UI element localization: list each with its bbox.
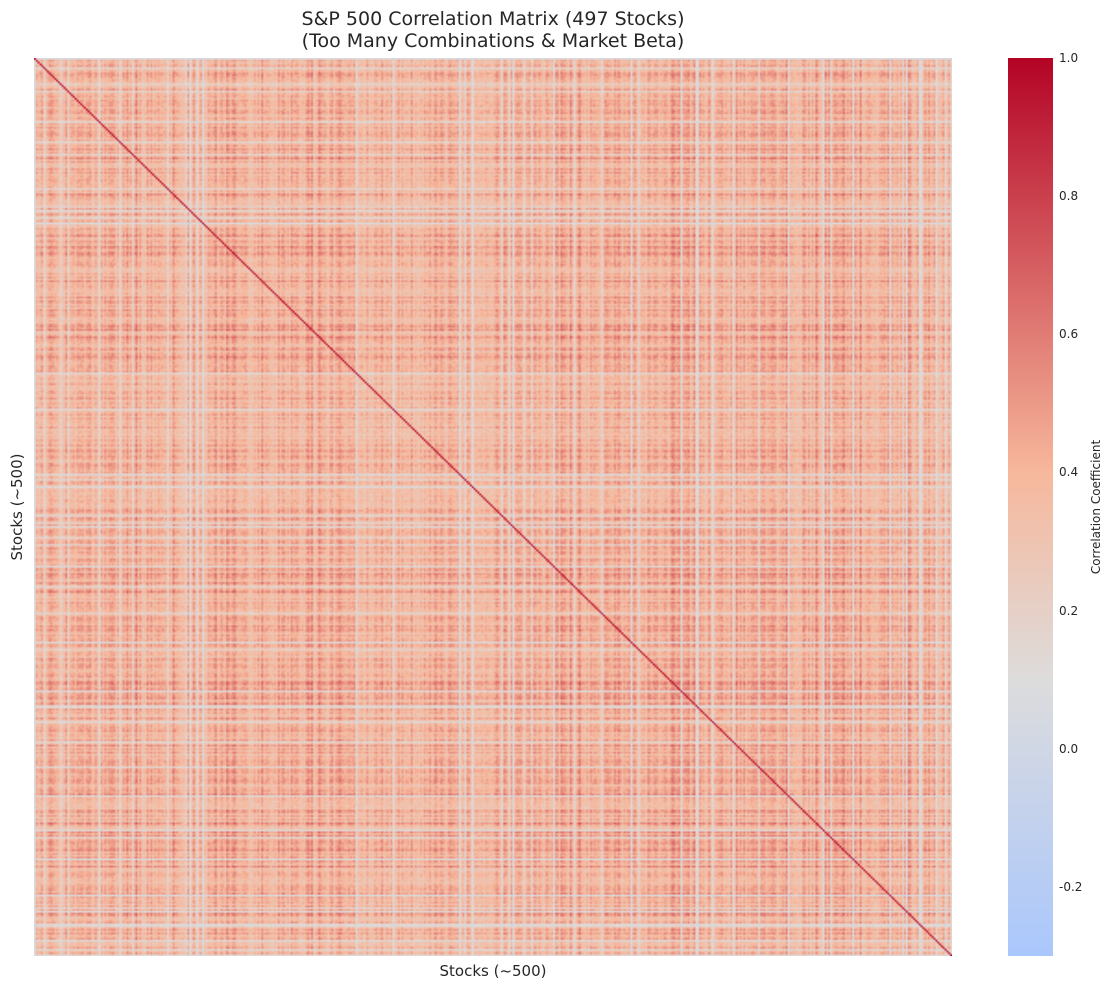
chart-title: S&P 500 Correlation Matrix (497 Stocks) … [34,8,952,52]
heatmap-plot-area [34,58,952,956]
colorbar-tick-label: -0.2 [1059,879,1083,894]
colorbar-label: Correlation Coefficient [1089,439,1103,575]
colorbar [1008,58,1053,956]
colorbar-tick-label: 0.6 [1059,327,1079,342]
x-axis-label: Stocks (~500) [439,962,547,980]
colorbar-tick-label: 0.4 [1059,465,1079,480]
colorbar-tick-label: 0.2 [1059,603,1079,618]
colorbar-tick-label: 0.8 [1059,189,1079,204]
chart-title-line-1: S&P 500 Correlation Matrix (497 Stocks) [301,8,685,30]
chart-title-line-2: (Too Many Combinations & Market Beta) [301,30,685,52]
y-axis-label: Stocks (~500) [8,453,26,561]
colorbar-tick-label: 1.0 [1059,51,1079,65]
colorbar-tick-label: 0.0 [1059,741,1079,756]
